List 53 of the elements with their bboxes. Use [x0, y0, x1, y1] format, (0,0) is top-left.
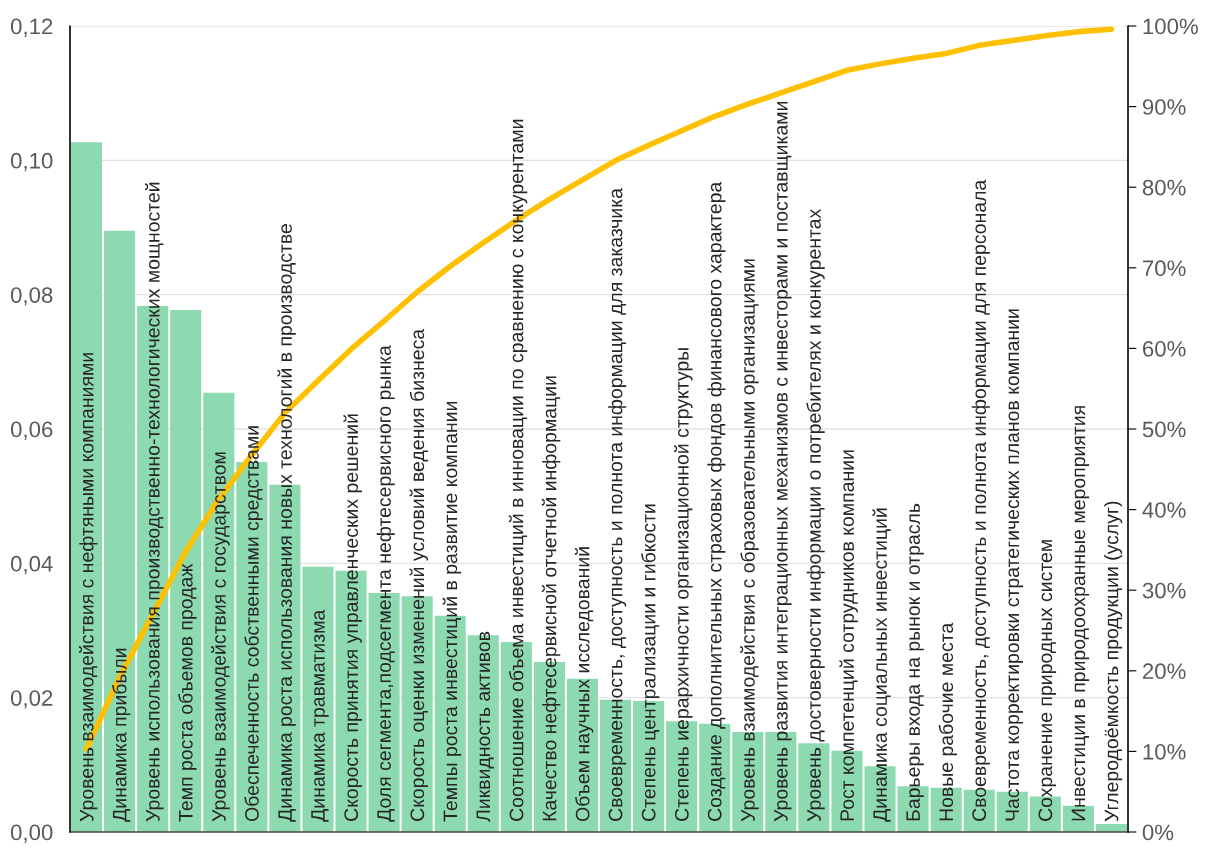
x-tick-label: Инвестиции в природоохранные мероприятия — [1071, 406, 1090, 821]
y2-tick-label: 50% — [1142, 421, 1186, 438]
y2-tick-label: 10% — [1143, 743, 1186, 760]
x-tick-label: Уровень взаимодействия с образовательными организациями — [740, 259, 759, 822]
y2-tick-label: 60% — [1143, 340, 1186, 357]
x-tick-label: Динамика социальных инвестиций — [872, 508, 891, 822]
x-tick-label: Доля сегмента,подсегмента нефтесервисного рынка — [376, 345, 395, 822]
x-tick-label: Темп роста объемов продаж — [178, 563, 197, 822]
x-tick-label: Скорость принятия управленческих решений — [343, 414, 362, 821]
x-tick-label: Уровень взаимодействия с нефтяными компаниями — [78, 353, 98, 822]
y2-tick-label: 90% — [1142, 99, 1186, 115]
x-tick-label: Новые рабочие места — [938, 622, 957, 821]
x-tick-label: Темпы роста инвестиций в развитие компании — [442, 401, 462, 822]
y2-tick-label: 0% — [1142, 824, 1174, 841]
y-tick-label: 0,04 — [10, 555, 53, 575]
y-tick-label: 0,00 — [10, 824, 53, 843]
y2-tick-label: 20% — [1143, 663, 1186, 680]
x-tick-label: Динамика травматизма — [311, 609, 329, 822]
y-tick-label: 0,08 — [10, 287, 53, 306]
x-tick-label: Уровень развития интеграционных механизмов с инвесторами и поставщиками — [774, 101, 792, 822]
y2-tick-label: 80% — [1142, 179, 1186, 196]
x-tick-label: Соотношение объема инвестиций в инновации по сравнению с конкурентами — [508, 119, 528, 821]
x-tick-label: Уровень взаимодействия с государством — [211, 452, 230, 822]
y-tick-label: 0,02 — [10, 690, 53, 709]
y2-tick-label: 100% — [1143, 18, 1198, 35]
x-tick-label: Ликвидность активов — [476, 631, 494, 822]
x-tick-label: Барьеры входа на рынок и отрасль — [906, 503, 924, 821]
x-tick-label: Своевременность, доступность и полнота информации для персонала — [971, 179, 990, 821]
y-tick-label: 0,06 — [10, 421, 53, 440]
x-tick-label: Рост компетенций сотрудников компании — [839, 450, 858, 821]
y-tick-label: 0,10 — [10, 152, 53, 172]
x-tick-label: Создание дополнительных страховых фондов финансового характера — [707, 181, 726, 821]
bar — [70, 142, 103, 832]
x-tick-label: Качество нефтесервисной отчетной информации — [541, 376, 561, 821]
x-tick-label: Степень иерархичности организационной структуры — [674, 348, 693, 821]
y2-tick-label: 40% — [1142, 502, 1186, 518]
x-tick-label: Объем научных исследований — [574, 547, 594, 821]
y2-tick-label: 30% — [1142, 582, 1186, 599]
x-tick-label: Своевременность, доступность и полнота информации для заказчика — [608, 188, 627, 821]
x-tick-label: Динамика прибыли — [112, 648, 131, 822]
bar — [170, 310, 202, 832]
x-tick-label: Степень централизации и гибкости — [641, 504, 660, 821]
bar — [104, 230, 136, 832]
x-tick-label: Углеродоёмкость продукции (услуг) — [1104, 501, 1123, 822]
x-tick-label: Динамика роста использования новых технологий в производстве — [277, 224, 296, 822]
x-tick-label: Частота корректировки стратегических планов компании — [1005, 309, 1023, 821]
x-tick-label: Уровень использования производственно-технологических мощностей — [145, 182, 164, 822]
y2-tick-label: 70% — [1143, 260, 1186, 277]
x-tick-label: Сохранение природных систем — [1038, 540, 1057, 821]
x-tick-label: Уровень достоверности информации о потребителях и конкурентах — [806, 208, 825, 822]
x-tick-label: Скорость оценки изменений условий ведения бизнеса — [409, 328, 429, 821]
y-tick-label: 0,12 — [10, 18, 53, 37]
x-tick-label: Обеспеченность собственными средствами — [244, 426, 263, 821]
